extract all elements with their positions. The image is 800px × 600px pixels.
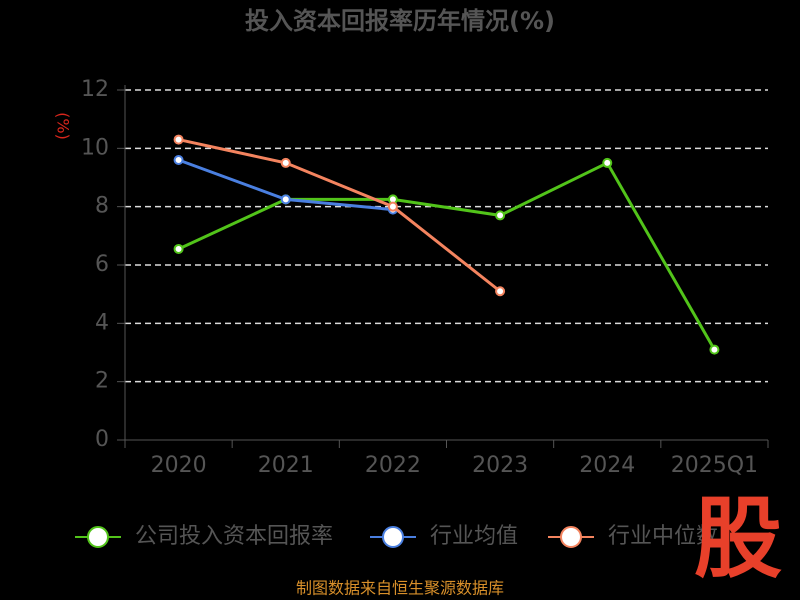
data-point [280, 157, 291, 168]
chart-title: 投入资本回报率历年情况(%) [245, 7, 555, 35]
y-tick-label: 8 [95, 194, 109, 219]
y-tick-label: 6 [95, 252, 109, 277]
source-note: 制图数据来自恒生聚源数据库 [296, 579, 504, 598]
data-point [173, 243, 184, 254]
x-tick-label: 2024 [579, 453, 635, 478]
data-point [173, 155, 184, 165]
watermark: 股 [694, 487, 782, 590]
y-axis-label: (%) [54, 112, 73, 140]
legend-marker [560, 526, 582, 548]
legend-label: 公司投入资本回报率 [135, 524, 333, 549]
y-tick-label: 2 [95, 369, 109, 394]
x-tick-label: 2025Q1 [671, 453, 758, 478]
legend-marker [382, 526, 404, 548]
data-point [602, 157, 613, 168]
data-point [495, 286, 506, 297]
legend-label: 行业均值 [430, 524, 518, 549]
legend-label: 行业中位数 [608, 524, 718, 549]
series-line [177, 160, 716, 351]
y-tick-label: 0 [95, 427, 109, 452]
y-tick-label: 10 [81, 135, 109, 160]
x-tick-label: 2022 [365, 453, 421, 478]
y-tick-label: 4 [95, 310, 109, 335]
y-tick-label: 12 [81, 77, 109, 102]
legend-marker [87, 526, 109, 548]
data-point [173, 134, 184, 145]
data-point [387, 201, 398, 212]
x-tick-label: 2020 [151, 453, 207, 478]
data-point [280, 194, 291, 205]
x-tick-label: 2021 [258, 453, 314, 478]
series-line [178, 138, 502, 293]
data-point [709, 344, 720, 355]
x-tick-label: 2023 [472, 453, 528, 478]
data-point [495, 210, 506, 221]
